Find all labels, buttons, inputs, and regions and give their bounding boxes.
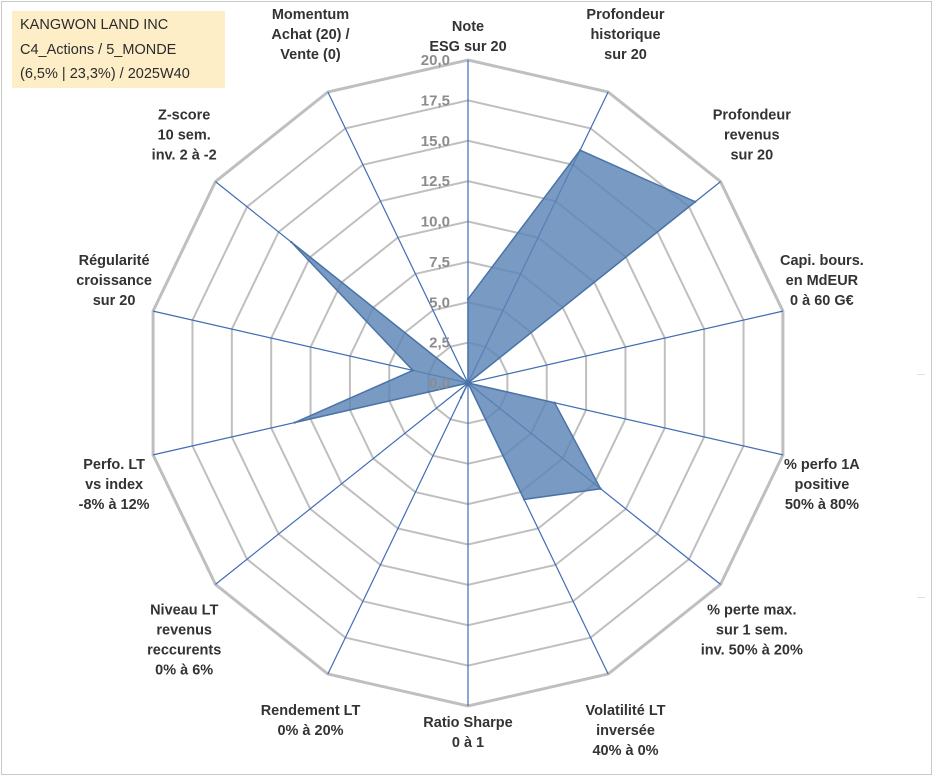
axis-label: % perte max. sur 1 sem. inv. 50% à 20%: [701, 602, 803, 658]
axis-spoke: [215, 382, 469, 585]
axis-label: Niveau LT revenus reccurents 0% à 6%: [147, 602, 221, 678]
chart-title-box: KANGWON LAND INC C4_Actions / 5_MONDE (6…: [12, 11, 225, 88]
data-point: [599, 487, 602, 490]
chart-title-company: KANGWON LAND INC: [20, 17, 169, 33]
data-point: [459, 396, 463, 399]
tick-label: 7,5: [429, 254, 450, 271]
edge-marker: [917, 597, 925, 598]
data-point: [290, 240, 293, 244]
axis-label: Note ESG sur 20: [429, 19, 506, 55]
tick-label: 20,0: [421, 52, 450, 69]
tick-label: 5,0: [429, 294, 450, 311]
tick-label: 15,0: [421, 133, 450, 150]
edge-marker: [917, 374, 925, 375]
tick-label: 10,0: [421, 214, 450, 231]
data-point: [466, 381, 470, 385]
data-point: [553, 401, 556, 404]
axis-label: Profondeur revenus sur 20: [713, 108, 791, 164]
data-point: [522, 498, 526, 501]
axis-label: Profondeur historique sur 20: [586, 7, 664, 63]
axis-label: Perfo. LT vs index -8% à 12%: [79, 457, 150, 513]
axis-label: % perfo 1A positive 50% à 80%: [784, 457, 860, 513]
axis-spoke: [327, 91, 469, 384]
chart-title-period: (6,5% | 23,3%) / 2025W40: [20, 66, 190, 82]
data-point: [578, 148, 582, 152]
axis-spoke: [327, 382, 469, 675]
chart-title-category: C4_Actions / 5_MONDE: [20, 42, 177, 58]
tick-label: 12,5: [421, 173, 450, 190]
axis-label: Z-score 10 sem. inv. 2 à -2: [152, 108, 217, 164]
data-point: [293, 421, 297, 424]
axis-label: Momentum Achat (20) / Vente (0): [271, 7, 349, 63]
axis-spoke: [467, 310, 784, 384]
data-series-area: [290, 149, 697, 501]
axis-label: Rendement LT 0% à 20%: [261, 703, 361, 739]
tick-label: 0,0: [429, 375, 450, 392]
data-point: [411, 369, 415, 372]
data-point: [694, 200, 697, 203]
tick-label: 2,5: [429, 335, 450, 352]
axis-label: Régularité croissance sur 20: [76, 253, 152, 309]
data-point: [466, 297, 470, 301]
axis-label: Capi. bours. en MdEUR 0 à 60 G€: [780, 253, 864, 309]
axis-label: Volatilité LT inversée 40% à 0%: [585, 703, 665, 759]
tick-label: 17,5: [421, 92, 450, 109]
axis-label: Ratio Sharpe 0 à 1: [423, 715, 512, 751]
